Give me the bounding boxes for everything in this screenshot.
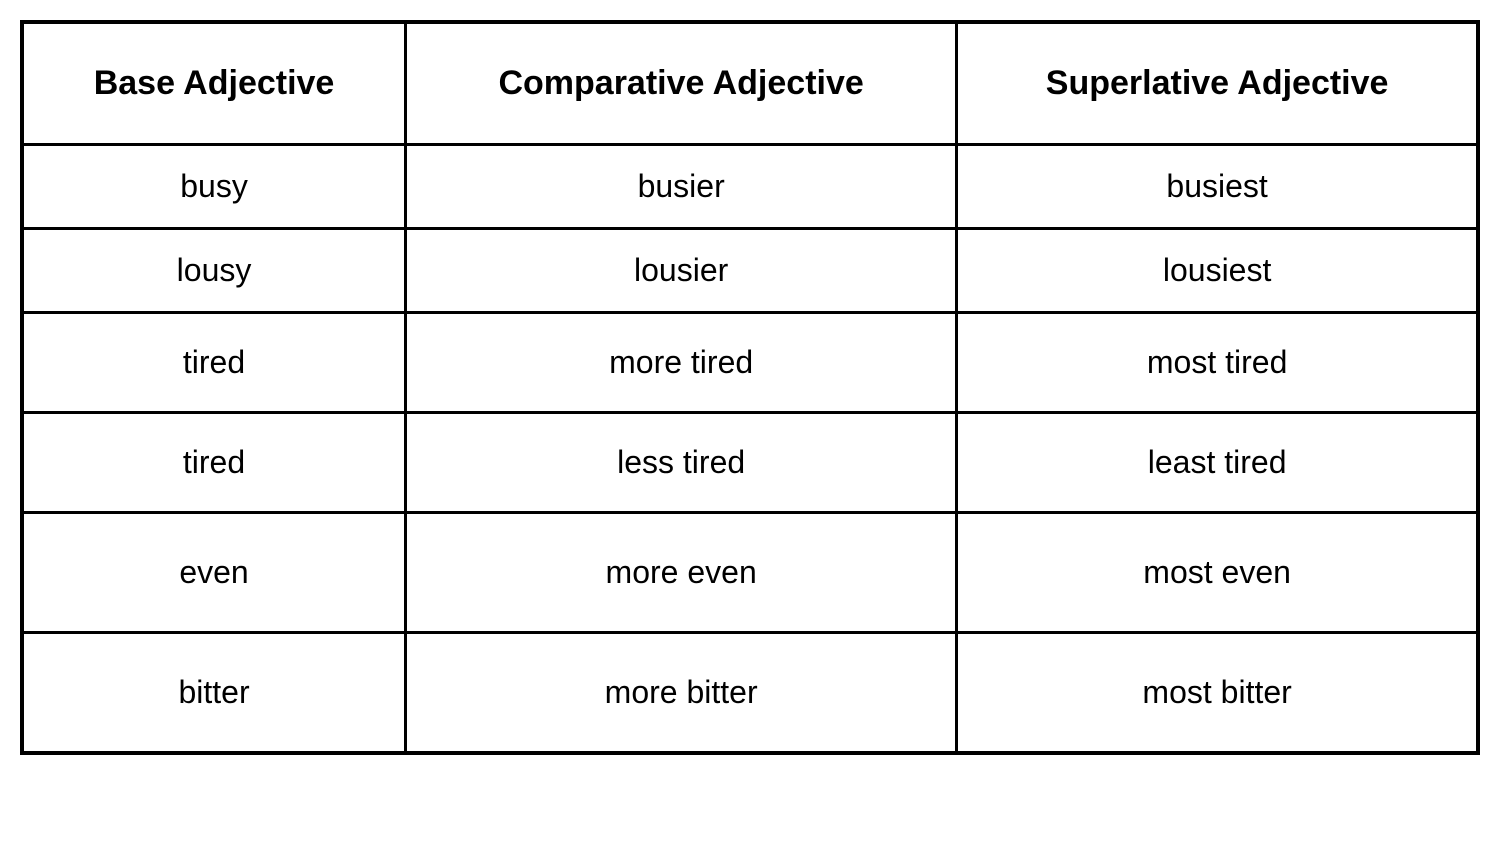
cell-base: busy <box>22 145 406 229</box>
table-row: tiredmore tiredmost tired <box>22 313 1478 413</box>
adjective-table-container: Base Adjective Comparative Adjective Sup… <box>20 20 1480 755</box>
header-base: Base Adjective <box>22 22 406 145</box>
header-superlative: Superlative Adjective <box>957 22 1478 145</box>
table-row: lousylousierlousiest <box>22 229 1478 313</box>
cell-comparative: busier <box>406 145 957 229</box>
cell-superlative: most bitter <box>957 633 1478 754</box>
table-row: busybusierbusiest <box>22 145 1478 229</box>
cell-superlative: lousiest <box>957 229 1478 313</box>
cell-comparative: more even <box>406 513 957 633</box>
cell-superlative: most even <box>957 513 1478 633</box>
cell-base: bitter <box>22 633 406 754</box>
cell-superlative: busiest <box>957 145 1478 229</box>
cell-base: tired <box>22 413 406 513</box>
header-row: Base Adjective Comparative Adjective Sup… <box>22 22 1478 145</box>
table-body: busybusierbusiestlousylousierlousiesttir… <box>22 145 1478 754</box>
table-row: bittermore bittermost bitter <box>22 633 1478 754</box>
table-row: evenmore evenmost even <box>22 513 1478 633</box>
cell-comparative: lousier <box>406 229 957 313</box>
adjective-table: Base Adjective Comparative Adjective Sup… <box>20 20 1480 755</box>
table-header: Base Adjective Comparative Adjective Sup… <box>22 22 1478 145</box>
cell-comparative: more bitter <box>406 633 957 754</box>
cell-base: lousy <box>22 229 406 313</box>
cell-superlative: most tired <box>957 313 1478 413</box>
cell-base: even <box>22 513 406 633</box>
table-row: tiredless tiredleast tired <box>22 413 1478 513</box>
header-comparative: Comparative Adjective <box>406 22 957 145</box>
cell-comparative: more tired <box>406 313 957 413</box>
cell-comparative: less tired <box>406 413 957 513</box>
cell-base: tired <box>22 313 406 413</box>
cell-superlative: least tired <box>957 413 1478 513</box>
